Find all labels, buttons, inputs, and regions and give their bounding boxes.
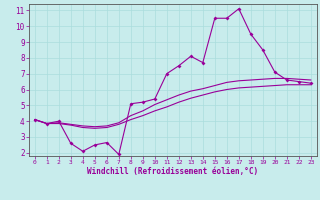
X-axis label: Windchill (Refroidissement éolien,°C): Windchill (Refroidissement éolien,°C) [87,167,258,176]
